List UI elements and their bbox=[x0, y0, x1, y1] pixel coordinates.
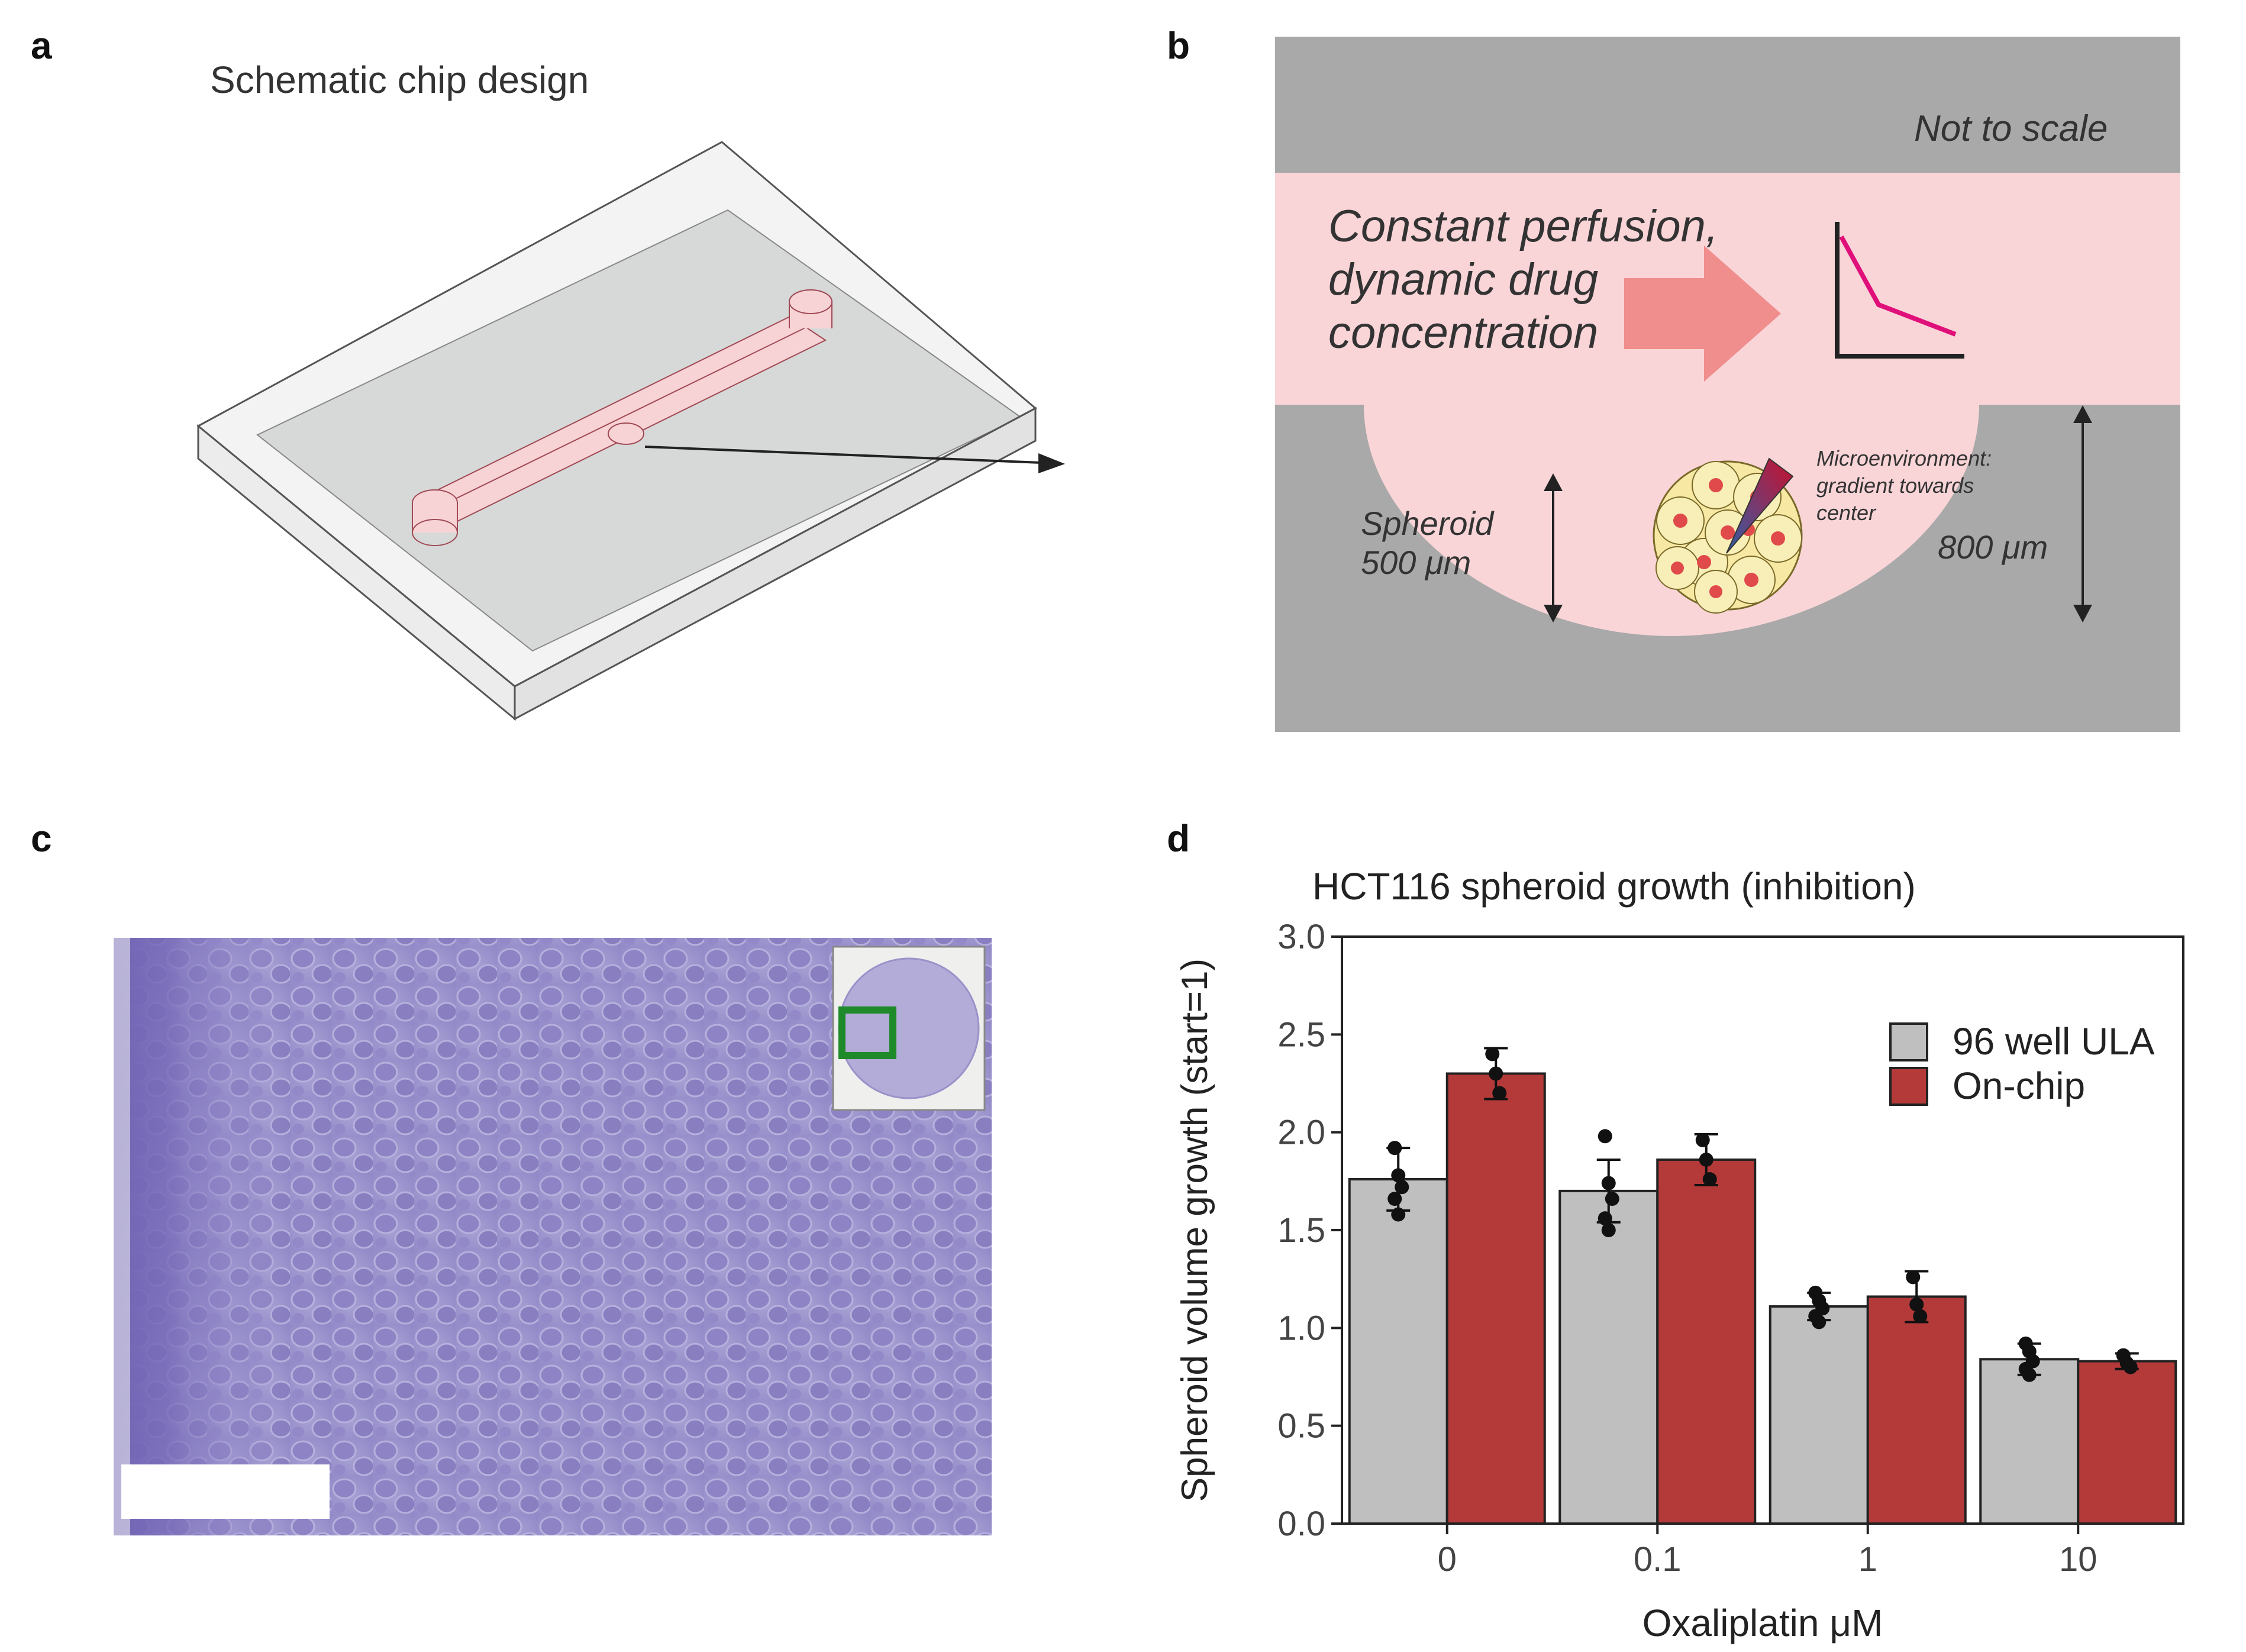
data-point bbox=[2022, 1367, 2037, 1382]
chip-front-right bbox=[514, 406, 1037, 721]
data-point bbox=[1913, 1309, 1928, 1324]
well-cross-section bbox=[1275, 37, 2180, 732]
panel-letter-d: d bbox=[1167, 817, 1190, 860]
not-to-scale-label: Not to scale bbox=[1914, 108, 2108, 149]
data-point bbox=[1695, 1132, 1710, 1147]
spheroid-size-label: Spheroid 500 μm bbox=[1361, 504, 1493, 582]
well-depth-label: 800 μm bbox=[1938, 528, 2048, 566]
data-point bbox=[1391, 1207, 1406, 1222]
panel-a-title: Schematic chip design bbox=[210, 59, 589, 101]
perfusion-line-1: Constant perfusion, bbox=[1328, 201, 1719, 251]
micro-line-2: gradient towards bbox=[1816, 473, 1974, 498]
data-point bbox=[1485, 1047, 1500, 1061]
region-of-interest-box bbox=[838, 1006, 896, 1059]
y-axis-label: Spheroid volume growth (start=1) bbox=[1174, 959, 1215, 1502]
data-point bbox=[1395, 1180, 1409, 1195]
zoom-arrow bbox=[644, 446, 1042, 464]
bar-96-well-ula bbox=[1348, 1178, 1448, 1525]
bar-96-well-ula bbox=[1558, 1189, 1659, 1525]
legend-label: 96 well ULA bbox=[1953, 1020, 2155, 1063]
data-point bbox=[1489, 1066, 1503, 1081]
bar-on-chip bbox=[1656, 1158, 1757, 1525]
spheroid-line-1: Spheroid bbox=[1361, 505, 1494, 542]
micro-line-1: Microenvironment: bbox=[1816, 446, 1992, 470]
panel-letter-a: a bbox=[31, 24, 52, 67]
bar-96-well-ula bbox=[1769, 1305, 1869, 1525]
bar-on-chip bbox=[1866, 1295, 1967, 1525]
center-well bbox=[608, 422, 644, 445]
data-point bbox=[1391, 1168, 1406, 1183]
legend-swatch bbox=[1889, 1067, 1928, 1106]
data-point bbox=[1906, 1270, 1921, 1285]
data-point bbox=[1387, 1192, 1402, 1206]
micro-line-3: center bbox=[1816, 501, 1876, 525]
data-point bbox=[1387, 1141, 1402, 1156]
data-point bbox=[1598, 1129, 1612, 1144]
x-tick-label: 0.1 bbox=[1634, 1540, 1682, 1579]
data-point bbox=[1601, 1176, 1616, 1190]
bar-on-chip bbox=[1445, 1072, 1546, 1525]
bar-96-well-ula bbox=[1979, 1358, 2080, 1525]
x-axis-label: Oxaliplatin μM bbox=[1642, 1602, 1883, 1644]
gradient-wedge-icon bbox=[1726, 457, 1794, 554]
x-tick-label: 0 bbox=[1438, 1540, 1457, 1579]
data-point bbox=[1598, 1211, 1612, 1226]
scale-bar bbox=[121, 1464, 330, 1519]
perfusion-arrow bbox=[1624, 246, 1781, 382]
panel-letter-b: b bbox=[1167, 24, 1190, 67]
data-point bbox=[1812, 1315, 1827, 1330]
perfusion-line-3: concentration bbox=[1328, 308, 1599, 358]
y-tick-label: 1.5 bbox=[1277, 1211, 1325, 1250]
panel-letter-c: c bbox=[31, 817, 52, 860]
legend-swatch bbox=[1889, 1022, 1928, 1061]
bar-on-chip bbox=[2077, 1360, 2177, 1525]
concentration-curve-icon bbox=[1835, 222, 1964, 359]
y-tick-label: 0.0 bbox=[1277, 1505, 1325, 1543]
chart-title: HCT116 spheroid growth (inhibition) bbox=[1312, 865, 1916, 908]
microenvironment-label: Microenvironment: gradient towards cente… bbox=[1816, 445, 1992, 527]
y-tick-label: 0.5 bbox=[1277, 1407, 1325, 1446]
data-point bbox=[1605, 1192, 1619, 1206]
y-tick-label: 2.5 bbox=[1277, 1015, 1325, 1054]
y-tick-label: 2.0 bbox=[1277, 1114, 1325, 1152]
data-point bbox=[2123, 1360, 2138, 1374]
data-point bbox=[1909, 1297, 1924, 1312]
y-tick-label: 3.0 bbox=[1277, 918, 1325, 956]
data-point bbox=[1492, 1086, 1507, 1101]
y-tick-label: 1.0 bbox=[1277, 1309, 1325, 1347]
data-point bbox=[1702, 1172, 1717, 1187]
perfusion-line-2: dynamic drug bbox=[1328, 254, 1599, 305]
x-tick-label: 10 bbox=[2059, 1540, 2097, 1579]
data-point bbox=[1699, 1152, 1713, 1167]
data-point bbox=[1601, 1223, 1616, 1237]
perfusion-label: Constant perfusion, dynamic drug concent… bbox=[1328, 200, 1718, 360]
spheroid-size-arrow bbox=[1544, 473, 1563, 622]
well-depth-arrow bbox=[2073, 405, 2092, 622]
chip-schematic bbox=[196, 141, 1065, 721]
overview-inset bbox=[832, 946, 986, 1111]
x-tick-label: 1 bbox=[1858, 1540, 1877, 1579]
legend-label: On-chip bbox=[1953, 1064, 2085, 1107]
spheroid-line-2: 500 μm bbox=[1361, 544, 1471, 581]
